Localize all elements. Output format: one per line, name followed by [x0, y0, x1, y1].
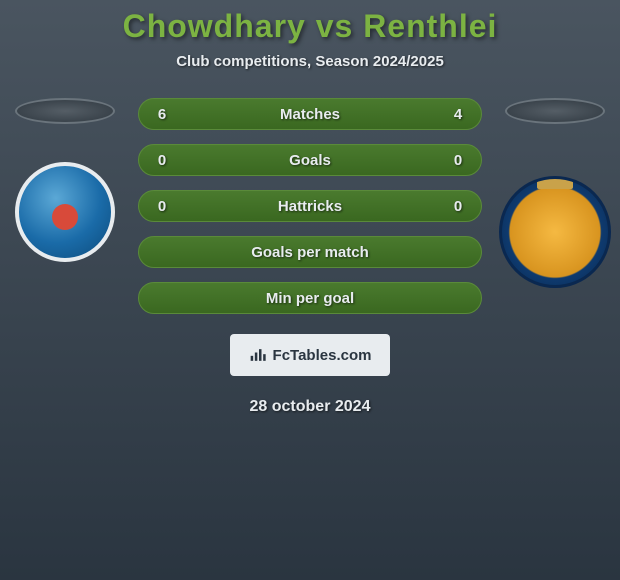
page-title: Chowdhary vs Renthlei: [0, 8, 620, 45]
stat-label: Min per goal: [266, 290, 354, 307]
stat-left-value: 6: [155, 106, 169, 123]
stat-label: Goals per match: [251, 244, 369, 261]
stat-row-hattricks: 0 Hattricks 0: [138, 190, 482, 222]
stat-row-min-per-goal: Min per goal: [138, 282, 482, 314]
date-text: 28 october 2024: [0, 398, 620, 416]
stat-right-value: 0: [451, 198, 465, 215]
right-player-col: [500, 98, 610, 288]
club-logo-right: [499, 176, 611, 288]
left-player-col: [10, 98, 120, 262]
header: Chowdhary vs Renthlei Club competitions,…: [0, 0, 620, 70]
stat-left-value: 0: [155, 198, 169, 215]
stat-row-matches: 6 Matches 4: [138, 98, 482, 130]
stat-label: Goals: [289, 152, 331, 169]
club-logo-left: [15, 162, 115, 262]
stat-label: Hattricks: [278, 198, 342, 215]
page-subtitle: Club competitions, Season 2024/2025: [0, 53, 620, 70]
player-left-photo-placeholder: [15, 98, 115, 124]
player-right-photo-placeholder: [505, 98, 605, 124]
brand-badge[interactable]: FcTables.com: [230, 334, 390, 376]
chart-icon: [249, 347, 269, 363]
brand-text: FcTables.com: [273, 347, 372, 364]
stat-label: Matches: [280, 106, 340, 123]
main-content: 6 Matches 4 0 Goals 0 0 Hattricks 0 Goal…: [0, 98, 620, 314]
stat-right-value: 0: [451, 152, 465, 169]
stat-row-goals: 0 Goals 0: [138, 144, 482, 176]
stat-row-goals-per-match: Goals per match: [138, 236, 482, 268]
stat-left-value: 0: [155, 152, 169, 169]
stat-right-value: 4: [451, 106, 465, 123]
stats-list: 6 Matches 4 0 Goals 0 0 Hattricks 0 Goal…: [138, 98, 482, 314]
